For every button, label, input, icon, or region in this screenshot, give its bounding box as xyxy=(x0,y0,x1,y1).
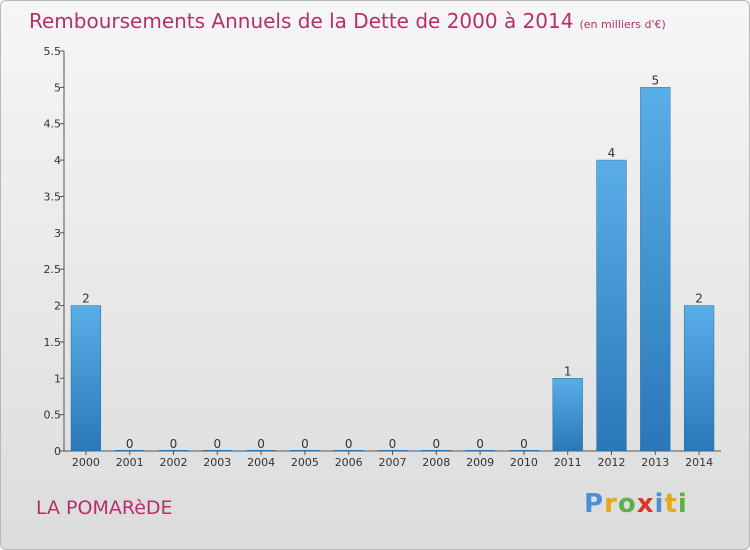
x-tick-label: 2001 xyxy=(116,456,144,469)
chart-bars: 2 0 0 0 0 0 0 0 0 0 0 1 4 5 2 xyxy=(70,73,715,452)
x-tick-label: 2002 xyxy=(160,456,188,469)
y-tick-label: 5.5 xyxy=(44,45,62,58)
x-tick-label: 2012 xyxy=(598,456,626,469)
logo-letter: r xyxy=(604,489,618,519)
logo-letter: t xyxy=(664,489,678,519)
logo-letter: o xyxy=(617,489,637,519)
x-tick-label: 2004 xyxy=(247,456,275,469)
data-label-2001: 0 xyxy=(126,437,134,451)
data-label-2003: 0 xyxy=(213,437,221,451)
data-label-2005: 0 xyxy=(301,437,309,451)
data-label-2006: 0 xyxy=(345,437,353,451)
data-label-2014: 2 xyxy=(695,292,703,306)
x-tick-label: 2010 xyxy=(510,456,538,469)
x-tick-label: 2008 xyxy=(422,456,450,469)
data-label-2007: 0 xyxy=(389,437,397,451)
y-tick-label: 2 xyxy=(54,300,61,313)
data-label-2002: 0 xyxy=(170,437,178,451)
data-label-2010: 0 xyxy=(520,437,528,451)
y-tick-label: 5 xyxy=(54,81,61,94)
y-tick-label: 4.5 xyxy=(44,118,62,131)
proxiti-logo: Proxiti xyxy=(584,489,688,519)
y-tick-label: 4 xyxy=(54,154,61,167)
logo-letter: i xyxy=(677,489,688,519)
chart-title-text: Remboursements Annuels de la Dette de 20… xyxy=(29,9,574,33)
y-tick-label: 0.5 xyxy=(44,409,62,422)
y-tick-label: 3 xyxy=(54,227,61,240)
y-tick-label: 1 xyxy=(54,372,61,385)
y-tick-label: 3.5 xyxy=(44,190,62,203)
bar-2014 xyxy=(683,305,715,452)
x-tick-label: 2014 xyxy=(685,456,713,469)
bar-2000 xyxy=(70,305,102,452)
x-tick-label: 2005 xyxy=(291,456,319,469)
x-tick-label: 2000 xyxy=(72,456,100,469)
data-label-2013: 5 xyxy=(651,73,659,87)
x-tick-label: 2009 xyxy=(466,456,494,469)
y-tick-label: 1.5 xyxy=(44,336,62,349)
bar-2013 xyxy=(640,87,671,452)
logo-letter: P xyxy=(584,489,605,519)
x-tick-label: 2011 xyxy=(554,456,582,469)
bar-2012 xyxy=(596,159,627,452)
y-tick-label: 2.5 xyxy=(44,263,62,276)
x-tick-label: 2007 xyxy=(379,456,407,469)
y-tick-label: 0 xyxy=(54,445,61,458)
data-label-2008: 0 xyxy=(432,437,440,451)
chart-title: Remboursements Annuels de la Dette de 20… xyxy=(29,9,666,33)
commune-name: LA POMARèDE xyxy=(36,497,173,519)
data-label-2011: 1 xyxy=(564,364,572,378)
x-tick-label: 2006 xyxy=(335,456,363,469)
data-label-2012: 4 xyxy=(608,146,616,160)
chart-subtitle: (en milliers d'€) xyxy=(579,18,666,31)
logo-letter: i xyxy=(654,489,665,519)
x-tick-label: 2013 xyxy=(641,456,669,469)
data-label-2009: 0 xyxy=(476,437,484,451)
data-label-2000: 2 xyxy=(82,292,90,306)
data-label-2004: 0 xyxy=(257,437,265,451)
logo-letter: x xyxy=(636,489,655,519)
x-tick-label: 2003 xyxy=(203,456,231,469)
bar-2011 xyxy=(552,378,583,452)
